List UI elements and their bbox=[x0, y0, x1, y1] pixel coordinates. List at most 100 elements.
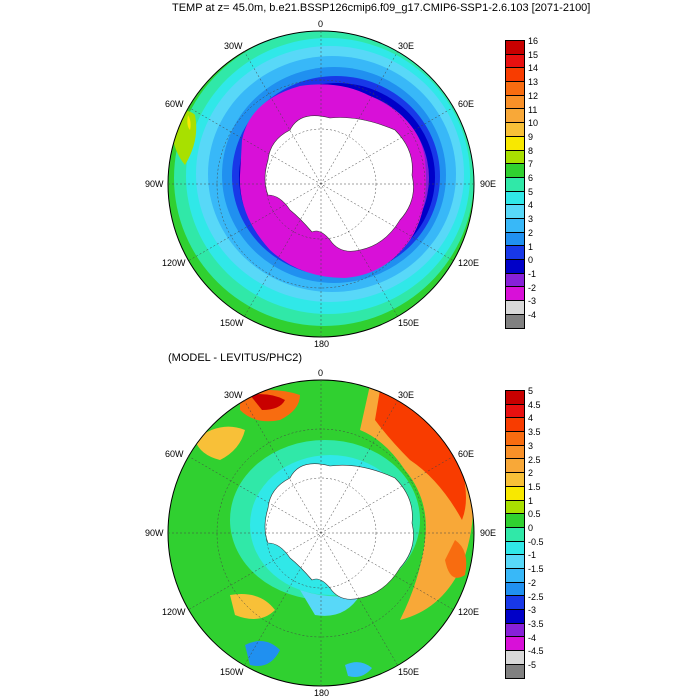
top-lon-label-180: 180 bbox=[314, 339, 330, 349]
bottom-colorbar-swatch bbox=[506, 500, 524, 515]
difference-subtitle: (MODEL - LEVITUS/PHC2) bbox=[168, 352, 303, 364]
top-colorbar-label: 6 bbox=[528, 173, 534, 183]
top-colorbar-label: 15 bbox=[528, 49, 539, 60]
bottom-lon-label-180: 180 bbox=[314, 688, 330, 698]
top-colorbar-swatch bbox=[506, 123, 524, 137]
top-colorbar-swatch bbox=[506, 109, 524, 124]
bottom-colorbar-label: -4.5 bbox=[528, 646, 544, 657]
top-colorbar-label: 1 bbox=[528, 241, 534, 252]
bottom-colorbar-swatch bbox=[506, 404, 524, 419]
bottom-lon-label-30e: 30E bbox=[398, 390, 415, 400]
bottom-colorbar-label: -2 bbox=[528, 577, 537, 588]
top-graticule bbox=[168, 31, 474, 337]
top-colorbar-swatch bbox=[506, 260, 524, 274]
top-lon-label-120e: 120E bbox=[458, 258, 480, 268]
top-colorbar-swatch bbox=[506, 150, 524, 165]
top-colorbar-swatch bbox=[506, 232, 524, 247]
top-lon-label-150e: 150E bbox=[398, 318, 420, 328]
top-colorbar-label: -2 bbox=[528, 282, 537, 293]
bottom-colorbar-swatch bbox=[506, 527, 524, 542]
top-colorbar-label: 0 bbox=[528, 255, 534, 266]
top-colorbar-label: 11 bbox=[528, 104, 538, 115]
top-colorbar-label: 5 bbox=[528, 186, 534, 197]
bottom-colorbar-label: -0.5 bbox=[528, 536, 544, 547]
top-lon-label-90e: 90E bbox=[480, 179, 497, 189]
bottom-graticule bbox=[168, 380, 474, 686]
top-lon-label-0: 0 bbox=[318, 19, 324, 29]
top-colorbar-swatch bbox=[506, 218, 524, 233]
bottom-colorbar-swatch bbox=[506, 541, 524, 556]
top-colorbar-swatch bbox=[506, 301, 524, 315]
top-colorbar-swatch bbox=[506, 287, 524, 302]
bottom-colorbar-swatch bbox=[506, 486, 524, 501]
top-colorbar-swatch bbox=[506, 68, 524, 83]
top-colorbar-swatch bbox=[506, 314, 524, 329]
bottom-colorbar-swatch bbox=[506, 418, 524, 433]
top-colorbar-swatch bbox=[506, 54, 524, 69]
figure-title: TEMP at z= 45.0m, b.e21.BSSP126cmip6.f09… bbox=[172, 2, 591, 14]
bottom-lon-label-60w: 60W bbox=[165, 449, 184, 459]
bottom-colorbar-label: -1.5 bbox=[528, 564, 544, 575]
bottom-colorbar-label: 1.5 bbox=[528, 481, 541, 492]
bottom-colorbar-swatch bbox=[506, 473, 524, 487]
bottom-colorbar-swatch bbox=[506, 623, 524, 638]
bottom-colorbar-label: 4.5 bbox=[528, 399, 541, 410]
top-colorbar-label: 7 bbox=[528, 159, 534, 170]
top-colorbar-swatch bbox=[506, 246, 524, 260]
bottom-colorbar-label: 0.5 bbox=[528, 509, 541, 520]
top-colorbar-swatch bbox=[506, 273, 524, 288]
bottom-lon-label-120e: 120E bbox=[458, 607, 480, 617]
top-lon-label-60e: 60E bbox=[458, 99, 475, 109]
bottom-lon-label-150w: 150W bbox=[220, 667, 244, 677]
bottom-colorbar-swatch bbox=[506, 664, 524, 679]
bottom-colorbar-label: -5 bbox=[528, 660, 537, 670]
bottom-colorbar bbox=[505, 390, 525, 680]
top-colorbar bbox=[505, 40, 525, 330]
top-colorbar-label: 3 bbox=[528, 214, 534, 225]
top-lon-label-150w: 150W bbox=[220, 318, 244, 328]
bottom-colorbar-swatch bbox=[506, 651, 524, 665]
bottom-colorbar-swatch bbox=[506, 445, 524, 460]
bottom-colorbar-swatch bbox=[506, 391, 524, 405]
bottom-colorbar-label: -4 bbox=[528, 632, 537, 643]
bottom-colorbar-label: -1 bbox=[528, 550, 537, 561]
bottom-lon-label-60e: 60E bbox=[458, 449, 475, 459]
bottom-colorbar-swatch bbox=[506, 459, 524, 474]
bottom-colorbar-swatch bbox=[506, 582, 524, 597]
top-lon-label-30e: 30E bbox=[398, 41, 415, 51]
top-lon-label-60w: 60W bbox=[165, 99, 184, 109]
bottom-colorbar-swatch bbox=[506, 637, 524, 652]
top-colorbar-label: 8 bbox=[528, 145, 534, 156]
top-colorbar-swatch bbox=[506, 191, 524, 206]
bottom-colorbar-label: 5 bbox=[528, 386, 534, 396]
top-colorbar-swatch bbox=[506, 82, 524, 96]
bottom-colorbar-swatch bbox=[506, 568, 524, 583]
top-colorbar-label: 14 bbox=[528, 63, 539, 74]
top-colorbar-label: 2 bbox=[528, 227, 534, 238]
bottom-colorbar-label: -3.5 bbox=[528, 618, 544, 629]
top-colorbar-label: 13 bbox=[528, 77, 539, 88]
bottom-lon-label-30w: 30W bbox=[224, 390, 243, 400]
bottom-colorbar-swatch bbox=[506, 610, 524, 624]
top-colorbar-swatch bbox=[506, 41, 524, 55]
top-colorbar-label: 12 bbox=[528, 90, 539, 101]
bottom-colorbar-swatch bbox=[506, 514, 524, 528]
top-lon-label-90w: 90W bbox=[145, 179, 164, 189]
bottom-colorbar-swatch bbox=[506, 555, 524, 569]
bottom-colorbar-label: 3 bbox=[528, 440, 534, 451]
bottom-lon-label-90e: 90E bbox=[480, 528, 497, 538]
top-lon-label-30w: 30W bbox=[224, 41, 243, 51]
top-colorbar-swatch bbox=[506, 136, 524, 151]
top-colorbar-label: 9 bbox=[528, 131, 534, 142]
top-lon-label-120w: 120W bbox=[162, 258, 186, 268]
top-colorbar-label: 16 bbox=[528, 36, 539, 46]
bottom-colorbar-swatch bbox=[506, 432, 524, 446]
bottom-lon-label-0: 0 bbox=[318, 368, 324, 378]
bottom-colorbar-label: 3.5 bbox=[528, 427, 541, 438]
bottom-colorbar-label: 4 bbox=[528, 413, 534, 424]
top-colorbar-swatch bbox=[506, 205, 524, 219]
top-colorbar-swatch bbox=[506, 95, 524, 110]
bottom-colorbar-label: 0 bbox=[528, 523, 534, 533]
bottom-colorbar-swatch bbox=[506, 596, 524, 610]
